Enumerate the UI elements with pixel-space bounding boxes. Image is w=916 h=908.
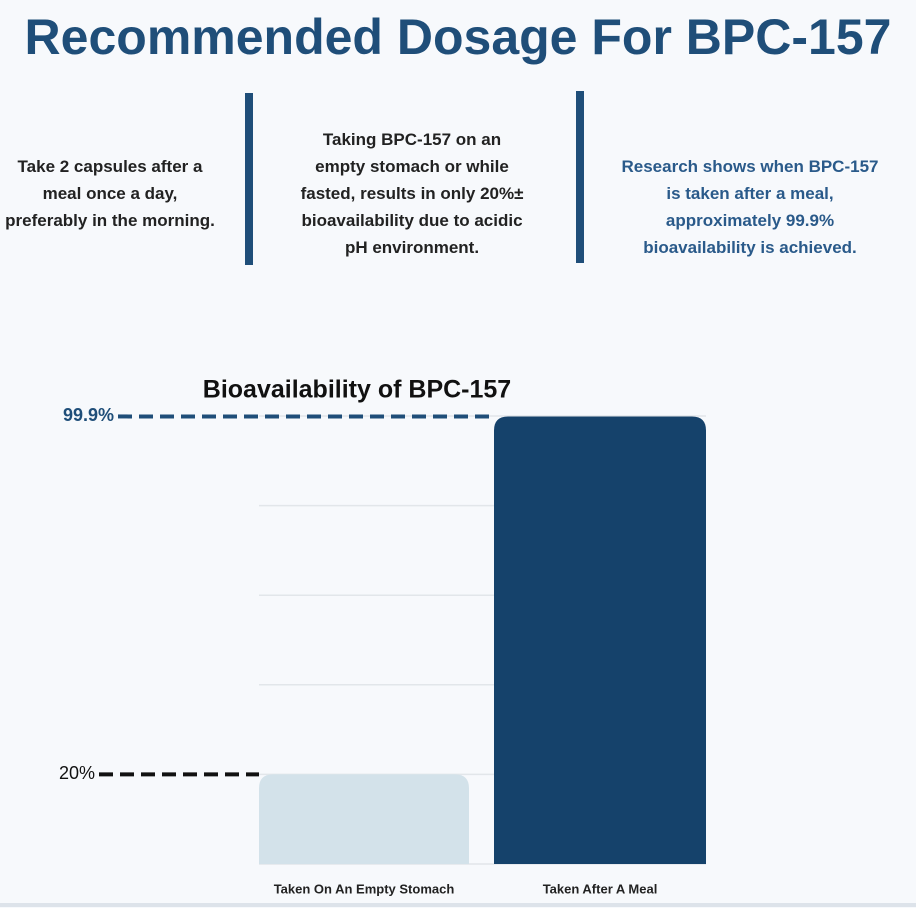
x-tick-label: Taken On An Empty Stomach xyxy=(274,881,455,896)
value-label: 99.9% xyxy=(63,405,114,425)
chart-title: Bioavailability of BPC-157 xyxy=(203,376,511,404)
note: Take 2 capsules after a meal once a day, p… xyxy=(0,153,260,234)
x-tick-label: Taken After A Meal xyxy=(543,881,658,896)
note-line: Taking BPC-157 on an xyxy=(322,130,502,149)
note-line: bioavailability due to acidic xyxy=(301,211,523,230)
divider xyxy=(245,93,253,265)
note-line: is taken after a meal, xyxy=(666,184,834,203)
divider xyxy=(576,91,584,263)
note-line: approximately 99.9% xyxy=(665,211,835,230)
note-line: bioavailability is achieved. xyxy=(643,238,857,257)
page-title: Recommended Dosage For BPC-157 xyxy=(24,9,892,65)
bar xyxy=(259,774,469,864)
note: Taking BPC-157 on an empty stomach or whi… xyxy=(262,126,562,261)
note-line: preferably in the morning. xyxy=(5,211,215,230)
note: Research shows when BPC-157 is taken afte… xyxy=(600,153,900,261)
value-label: 20% xyxy=(59,763,95,783)
bar xyxy=(494,416,706,864)
note-line: empty stomach or while xyxy=(315,157,509,176)
note-line: pH environment. xyxy=(344,238,480,257)
note-line: Take 2 capsules after a xyxy=(17,157,203,176)
note-line: fasted, results in only 20%± xyxy=(300,184,524,203)
note-line: meal once a day, xyxy=(42,184,178,203)
note-line: Research shows when BPC-157 xyxy=(621,157,879,176)
